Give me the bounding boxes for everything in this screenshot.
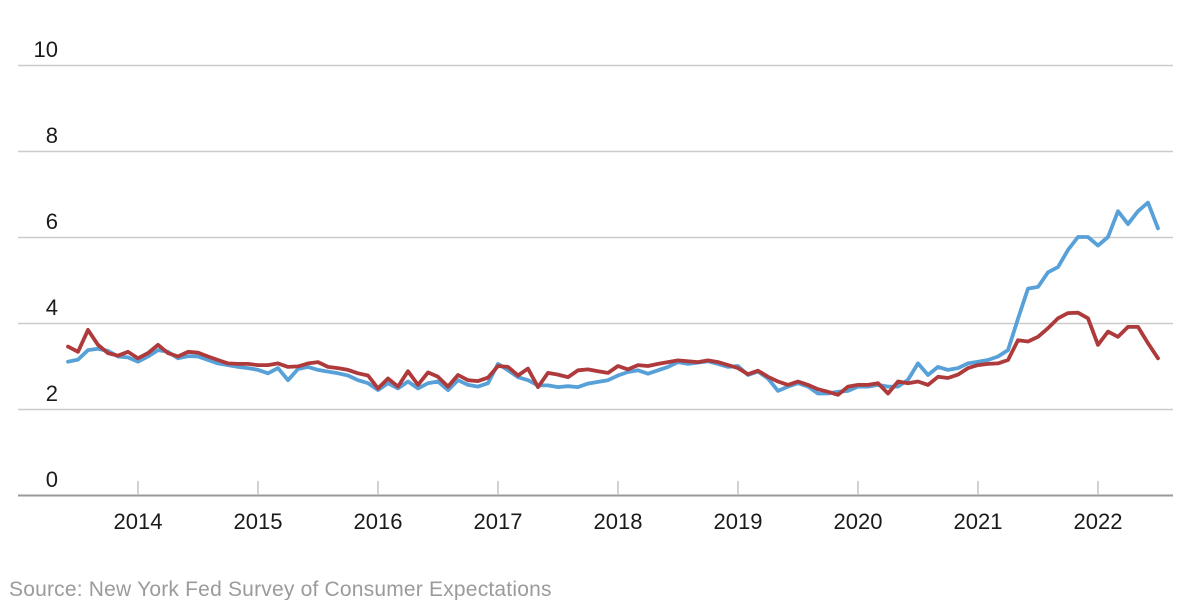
y-axis-label-2: 2	[46, 381, 58, 406]
y-axis-label-6: 6	[46, 209, 58, 234]
x-axis-label-2017: 2017	[474, 509, 523, 534]
series-line-one-year	[66, 200, 1160, 396]
x-axis-label-2019: 2019	[714, 509, 763, 534]
x-axis-label-2018: 2018	[594, 509, 643, 534]
x-axis-label-2022: 2022	[1074, 509, 1123, 534]
y-axis-label-4: 4	[46, 295, 58, 320]
x-axis-label-2015: 2015	[234, 509, 283, 534]
x-axis-label-2016: 2016	[354, 509, 403, 534]
x-axis-label-2014: 2014	[114, 509, 163, 534]
y-axis-label-0: 0	[46, 467, 58, 492]
series-line-three-year	[66, 310, 1160, 397]
source-note: Source: New York Fed Survey of Consumer …	[9, 578, 552, 600]
y-axis-label-8: 8	[46, 123, 58, 148]
y-axis-label-10: 10	[34, 37, 58, 62]
x-axis-label-2020: 2020	[834, 509, 883, 534]
x-axis-label-2021: 2021	[954, 509, 1003, 534]
